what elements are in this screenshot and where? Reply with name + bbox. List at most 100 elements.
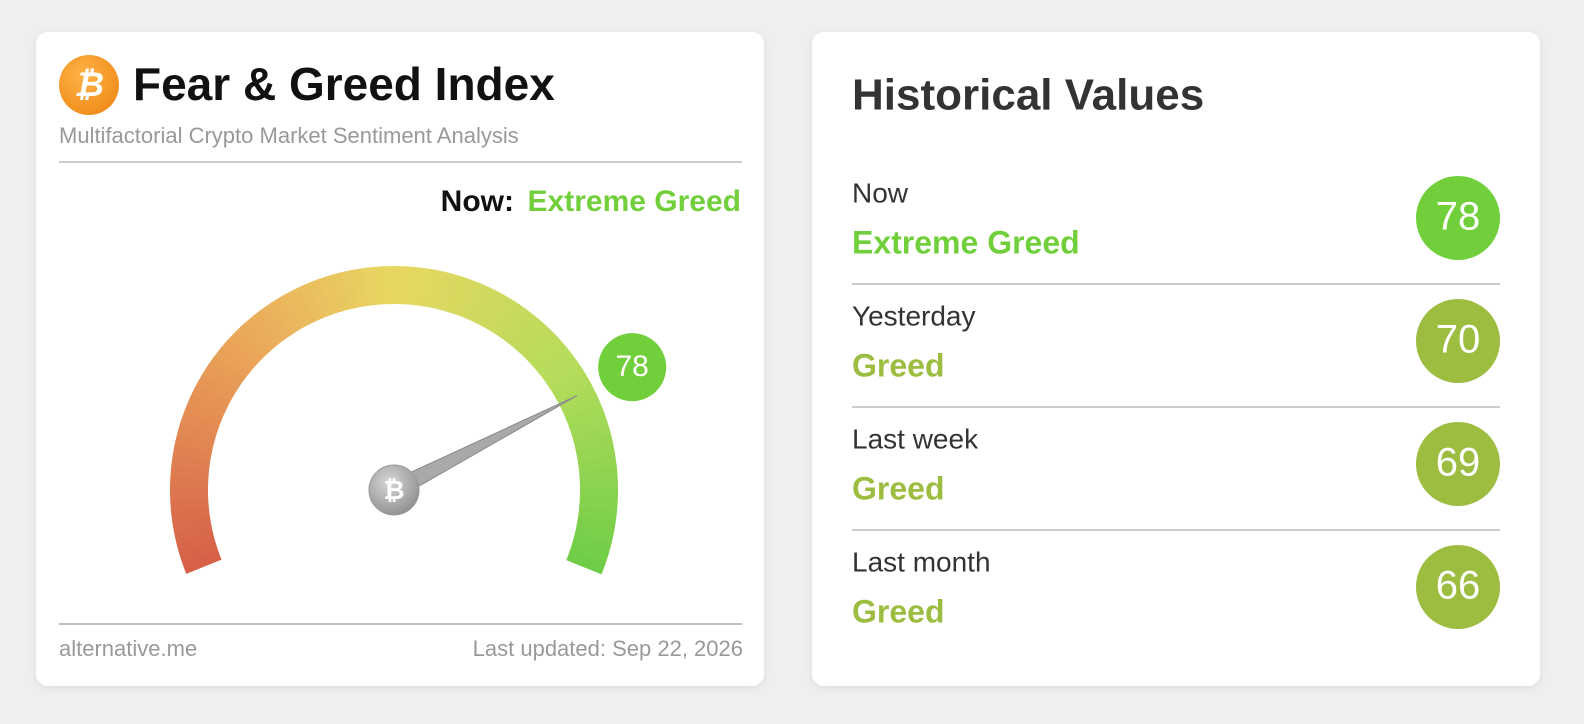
bitcoin-icon [59, 55, 119, 115]
gauge-arc [361, 267, 377, 306]
gauge-arc [308, 278, 333, 319]
gauge-arc [464, 282, 490, 322]
gauge-arc [447, 275, 470, 315]
gauge-arc [170, 506, 210, 522]
history-list: Now Extreme Greed 78 Yesterday Greed 70 Last w… [852, 176, 1500, 629]
gauge-arc [279, 291, 308, 331]
gauge-arc [394, 266, 406, 305]
value: 70 [1436, 318, 1481, 362]
gauge-arc [252, 309, 284, 346]
gauge-arc [339, 270, 359, 310]
gauge-arc [372, 266, 386, 305]
gauge-arc [553, 373, 592, 402]
gauge-arc [182, 550, 222, 574]
gauge-arc [456, 278, 480, 319]
gauge-arc [576, 515, 616, 533]
gauge-arc [170, 487, 209, 500]
classification: Extreme Greed [852, 224, 1080, 260]
needle-hub [368, 464, 420, 516]
gauge-arc [568, 413, 609, 436]
gauge-arc [214, 346, 251, 379]
gauge-arc [571, 423, 612, 445]
gauge-arc [481, 292, 510, 331]
gauge-arc [578, 466, 618, 481]
gauge-arc [221, 338, 257, 372]
gauge-arc [579, 488, 618, 500]
gauge-arc [318, 275, 341, 315]
gauge-arc [244, 316, 277, 352]
gauge-arc [173, 524, 214, 543]
gauge-arc [574, 524, 615, 544]
gauge-arc [579, 497, 618, 511]
gauge-arc [565, 403, 605, 427]
gauge-arc [577, 455, 617, 472]
value-badge [1416, 299, 1500, 383]
gauge-arc [548, 364, 586, 395]
gauge-arc [438, 272, 460, 313]
period: Yesterday [852, 300, 976, 331]
gauge-arc [557, 383, 597, 411]
last-updated: Last updated: Sep 22, 2026 [473, 636, 743, 661]
gauge-arc [566, 551, 606, 575]
gauge-arc [574, 434, 614, 454]
gauge-arc [174, 433, 214, 453]
gauge-arc [496, 303, 528, 341]
gauge-arc [403, 266, 417, 305]
gauge-arc [537, 347, 574, 379]
gauge-arc [202, 364, 241, 394]
gauge-arc [170, 497, 209, 511]
gauge-value: 78 [616, 350, 649, 383]
gauge-arc [183, 402, 223, 427]
value-badge [1416, 422, 1500, 506]
period: Now [852, 177, 909, 208]
value: 78 [1436, 195, 1481, 239]
value-badge [1416, 545, 1500, 629]
gauge-badge [598, 333, 667, 402]
gauge-arc [489, 297, 519, 336]
period: Last month [852, 546, 991, 577]
gauge-arc [572, 533, 612, 554]
gauge-arc [511, 316, 545, 353]
gauge-arc [518, 323, 553, 359]
gauge-arc [531, 338, 567, 372]
classification: Greed [852, 470, 944, 506]
value-badge [1416, 176, 1500, 260]
gauge-arc [329, 272, 350, 312]
gauge-arc [270, 297, 300, 336]
gauge-arc [228, 330, 264, 365]
right-card [812, 32, 1540, 686]
gauge-arc [172, 444, 212, 462]
gauge-arc [412, 267, 428, 307]
gauge-arc [196, 373, 236, 402]
gauge-arc [180, 412, 220, 435]
gauge-arc [298, 282, 324, 322]
gauge-arc [473, 287, 500, 326]
gauge: ₿ 78 [170, 266, 667, 575]
gauge-arc [421, 268, 439, 308]
classification: Greed [852, 347, 944, 383]
now-label: Now: [441, 185, 514, 218]
gauge-arc [261, 303, 292, 341]
value: 69 [1436, 441, 1481, 485]
gauge-arc [191, 382, 231, 410]
subtitle: Multifactorial Crypto Market Sentiment A… [59, 123, 519, 148]
title: Fear & Greed Index [133, 58, 555, 110]
bitcoin-symbol: ₿ [74, 66, 104, 104]
classification: Greed [852, 593, 944, 629]
gauge-arc [177, 423, 217, 444]
history-title: Historical Values [852, 71, 1204, 120]
period: Last week [852, 423, 979, 454]
gauge-arc [525, 331, 560, 365]
gauge-arc [171, 455, 211, 471]
gauge-arc [236, 323, 270, 359]
gauge-arc [170, 476, 209, 489]
gauge-arc [561, 393, 601, 419]
source: alternative.me [59, 636, 197, 661]
gauge-arc [208, 355, 246, 386]
now-classification: Extreme Greed [528, 185, 741, 218]
gauge-arc [578, 506, 618, 522]
gauge-arc [176, 533, 216, 554]
gauge-arc [187, 392, 227, 418]
